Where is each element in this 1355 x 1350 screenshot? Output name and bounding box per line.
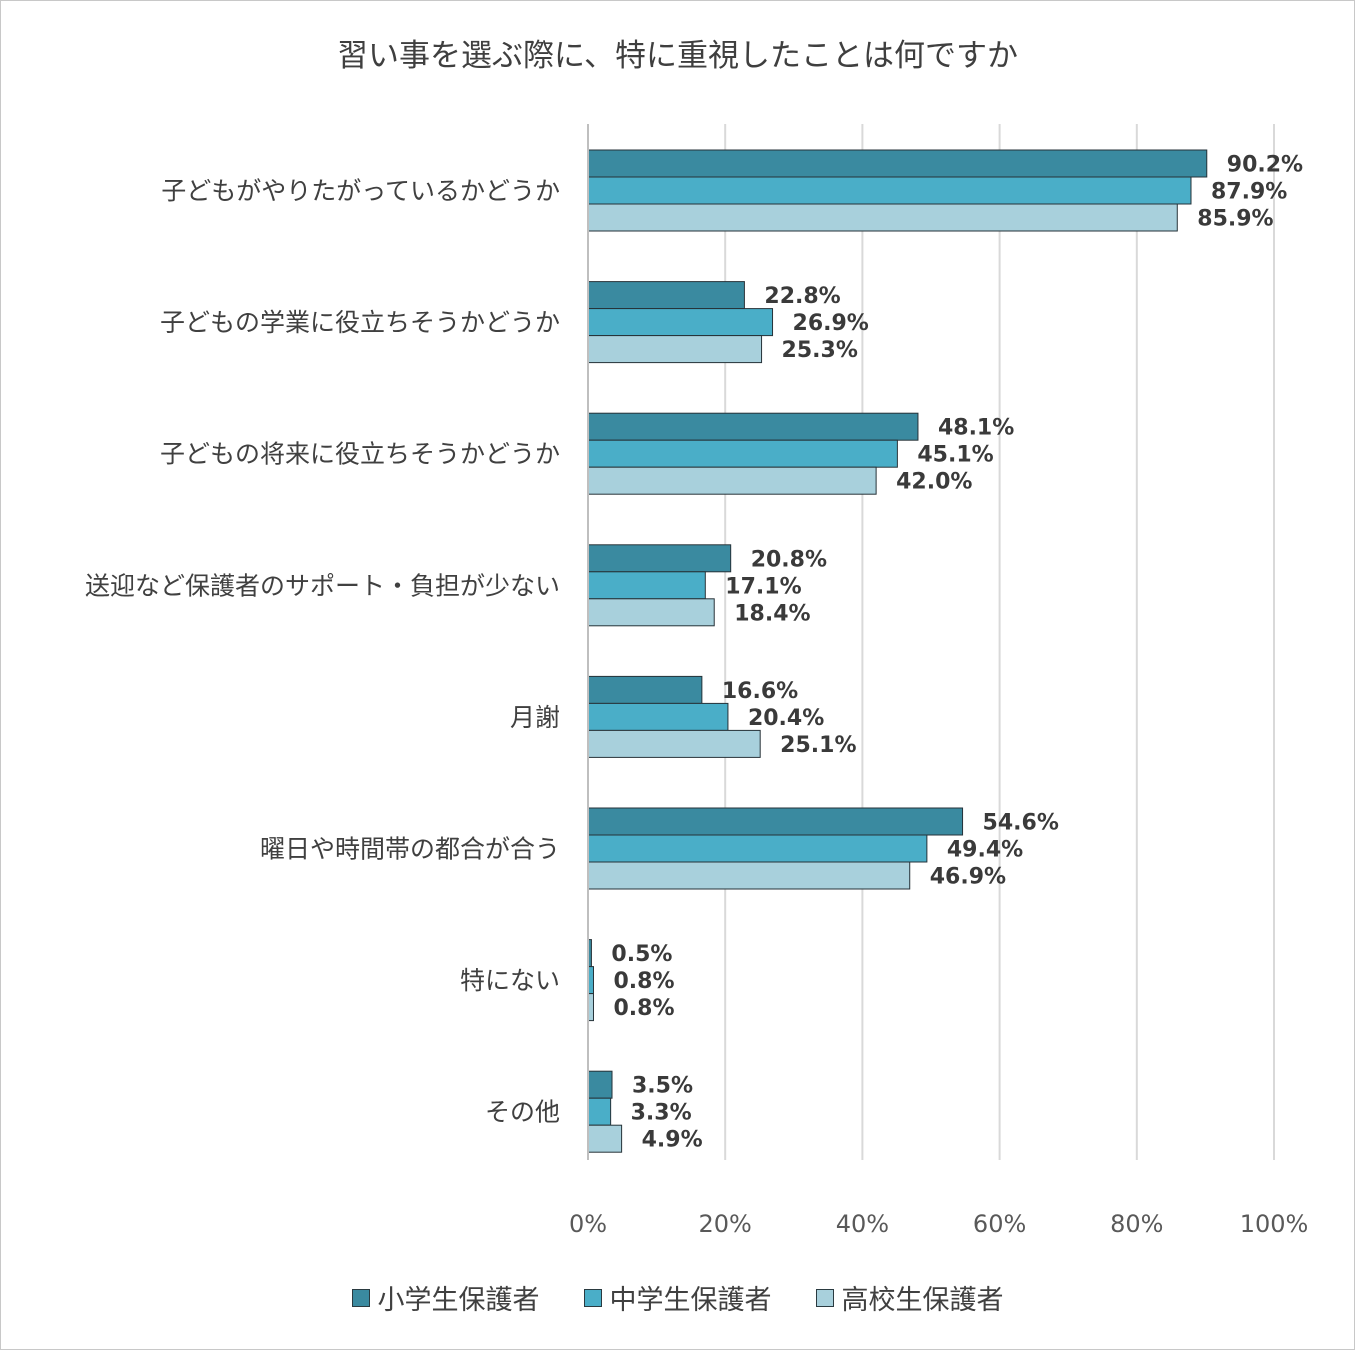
data-label: 90.2% [1227,153,1303,178]
data-label: 87.9% [1211,180,1287,205]
data-label: 20.4% [748,706,824,731]
legend-swatch [815,1288,834,1307]
x-tick-label: 100% [1240,1210,1309,1238]
data-label: 22.8% [764,284,840,309]
data-label: 16.6% [722,679,798,704]
data-label: 45.1% [917,443,993,468]
data-label: 42.0% [896,470,972,495]
bar [587,149,1208,178]
legend-label: 小学生保護者 [377,1285,540,1316]
data-label: 25.1% [780,733,856,758]
data-label: 54.6% [983,811,1059,836]
category-label: 特にない [460,966,560,995]
data-label: 3.5% [632,1074,693,1099]
legend-item: 小学生保護者 [351,1278,540,1317]
category-label: 月謝 [510,703,560,732]
bar [587,335,763,364]
data-label: 3.3% [631,1101,692,1126]
x-tick-label: 60% [973,1210,1026,1238]
legend-swatch [351,1288,370,1307]
data-label: 85.9% [1197,207,1273,232]
x-tick-label: 80% [1110,1210,1163,1238]
legend-item: 中学生保護者 [583,1278,772,1317]
bar [587,861,911,890]
data-label: 0.8% [613,969,674,994]
bar [587,412,919,441]
category-label: 曜日や時間帯の都合が合う [260,835,560,864]
category-label: 子どもの学業に役立ちそうかどうか [160,308,560,337]
legend-swatch [583,1288,602,1307]
data-label: 0.5% [611,942,672,967]
category-label: 子どもの将来に役立ちそうかどうか [160,440,560,469]
bar [587,702,729,731]
legend-label: 中学生保護者 [609,1285,772,1316]
data-label: 0.8% [613,996,674,1021]
x-tick-label: 0% [569,1210,607,1238]
bar [587,1097,612,1126]
bar [587,571,706,600]
bar [587,203,1178,232]
x-tick-label: 20% [699,1210,752,1238]
bar [587,544,732,573]
legend-item: 高校生保護者 [815,1278,1004,1317]
x-tick-label: 40% [836,1210,889,1238]
bar [587,598,715,627]
category-label: その他 [485,1098,560,1127]
data-label: 26.9% [793,311,869,336]
bar [587,176,1192,205]
data-label: 46.9% [930,865,1006,890]
bar [587,466,877,495]
legend: 小学生保護者 中学生保護者 高校生保護者 [0,1278,1355,1317]
legend-label: 高校生保護者 [841,1285,1004,1316]
bar [587,1070,613,1099]
data-label: 49.4% [947,838,1023,863]
bar [587,308,774,337]
bar [587,439,898,468]
bar [587,807,964,836]
chart-title: 習い事を選ぶ際に、特に重視したことは何ですか [336,38,1019,74]
data-label: 18.4% [734,601,810,626]
bar [587,729,761,758]
category-label: 送迎など保護者のサポート・負担が少ない [85,571,560,600]
bar [587,1124,623,1153]
category-label: 子どもがやりたがっているかどうか [161,177,560,206]
data-label: 25.3% [782,338,858,363]
data-label: 20.8% [751,547,827,572]
bar [587,834,928,863]
data-label: 4.9% [642,1128,703,1153]
bar [587,281,745,310]
data-label: 48.1% [938,416,1014,441]
bar [587,675,703,704]
data-label: 17.1% [725,574,801,599]
